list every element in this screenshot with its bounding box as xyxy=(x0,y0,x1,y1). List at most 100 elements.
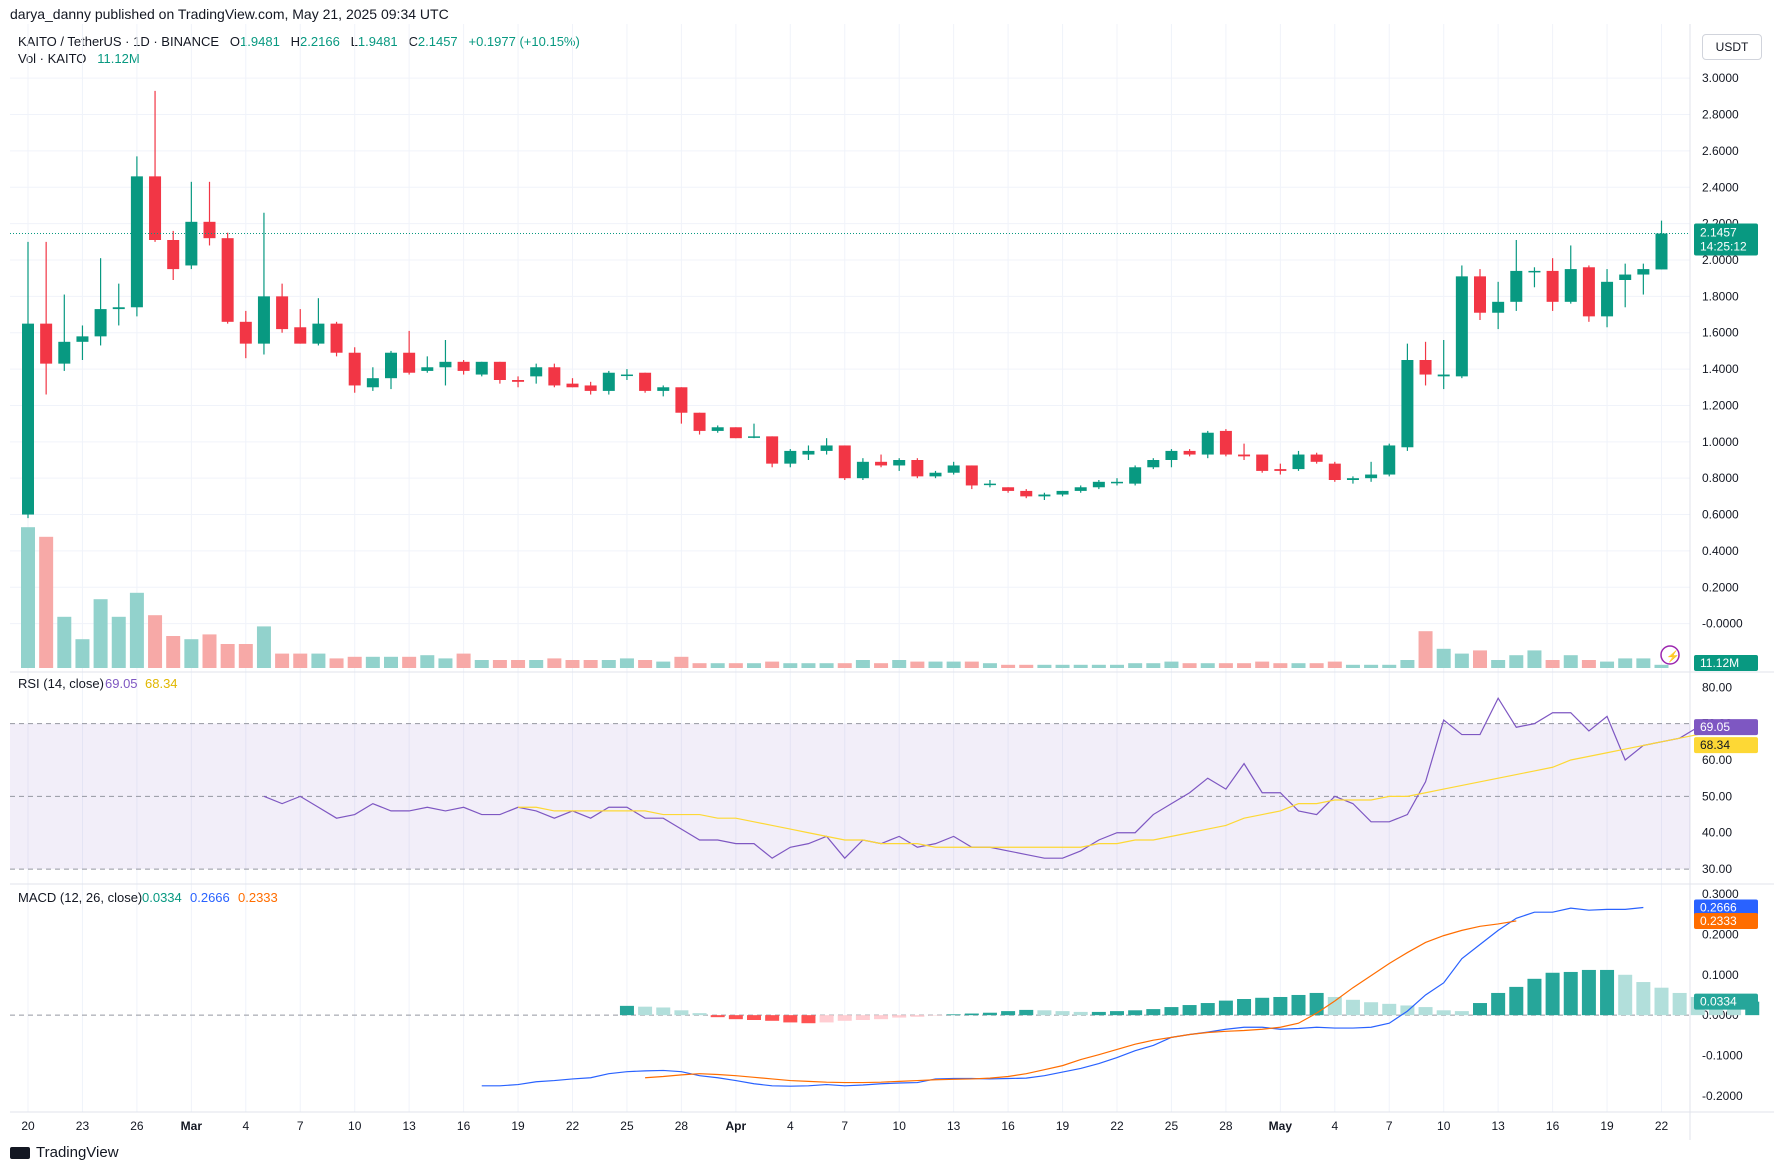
candle-body xyxy=(512,380,525,382)
rsi-axis-tick: 50.00 xyxy=(1702,789,1732,803)
candle xyxy=(1365,461,1378,482)
volume-bar xyxy=(1146,663,1161,668)
macd-histogram-bar xyxy=(1654,987,1669,1016)
volume-bar xyxy=(329,658,344,668)
macd-histogram-bar xyxy=(910,1015,925,1017)
candle-body xyxy=(1111,481,1123,484)
candle xyxy=(312,298,325,346)
time-axis-tick: 22 xyxy=(1110,1119,1124,1133)
time-axis-tick: 13 xyxy=(402,1119,416,1133)
price-axis-tick: 2.0000 xyxy=(1702,253,1739,267)
rsi-axis-tick: 40.00 xyxy=(1702,826,1732,840)
candlesticks xyxy=(22,90,1668,519)
price-axis-tick: 1.2000 xyxy=(1702,398,1739,412)
candle xyxy=(1201,430,1214,459)
candle-body xyxy=(421,367,434,371)
macd-histogram-bar xyxy=(1237,999,1252,1016)
candle xyxy=(657,385,670,397)
signal-line xyxy=(645,920,1517,1084)
time-axis-tick: 16 xyxy=(1001,1119,1015,1133)
rsi-legend-value: 69.05 xyxy=(105,676,138,691)
volume-bar xyxy=(75,639,90,668)
candle xyxy=(1238,443,1251,460)
candle-body xyxy=(1528,270,1541,273)
candle-body xyxy=(40,323,53,364)
tradingview-logo-icon xyxy=(10,1146,30,1159)
candle xyxy=(1401,343,1414,451)
macd-histogram-bar xyxy=(1509,986,1524,1016)
volume-bar xyxy=(148,615,163,668)
candle xyxy=(94,258,107,346)
macd-histogram-bar xyxy=(892,1015,907,1018)
lightning-glyph: ⚡ xyxy=(1666,650,1680,663)
macd-histogram-bar xyxy=(1345,999,1360,1016)
candle xyxy=(639,372,652,393)
candle xyxy=(257,212,270,355)
candle xyxy=(1383,443,1396,477)
candle xyxy=(856,458,869,480)
candle-body xyxy=(657,387,670,391)
candle xyxy=(875,454,888,468)
candle-body xyxy=(457,361,470,371)
price-axis-tick: 1.0000 xyxy=(1702,435,1739,449)
currency-button[interactable]: USDT xyxy=(1702,34,1762,60)
volume-bar xyxy=(129,592,144,668)
time-axis-tick: 16 xyxy=(457,1119,471,1133)
change-value: +0.1977 (+10.15%) xyxy=(468,34,580,49)
candle xyxy=(185,181,198,270)
volume-bar xyxy=(529,660,544,668)
candle-body xyxy=(475,361,488,375)
candle-body xyxy=(784,450,797,464)
volume-bar xyxy=(1255,661,1270,668)
candle xyxy=(766,436,779,468)
macd-histogram-bar xyxy=(1182,1005,1197,1016)
candle-body xyxy=(911,460,924,477)
candle-body xyxy=(1346,478,1359,480)
volume-label[interactable]: Vol · KAITO xyxy=(18,51,87,66)
macd-value-tag xyxy=(1694,899,1758,916)
candle xyxy=(911,458,924,479)
candle xyxy=(675,387,688,424)
volume-bar xyxy=(220,644,235,668)
candle-body xyxy=(203,221,216,239)
macd-histogram-bar xyxy=(1436,1010,1451,1016)
macd-histogram-bar xyxy=(874,1015,889,1020)
macd-histogram-bar xyxy=(765,1015,780,1021)
candle-body xyxy=(1328,463,1341,480)
volume-bar xyxy=(1618,658,1633,668)
volume-bar xyxy=(837,663,852,668)
candle xyxy=(203,181,216,246)
candle-body xyxy=(167,240,180,270)
time-axis-tick: 7 xyxy=(297,1119,304,1133)
candle xyxy=(40,241,53,395)
candle-body xyxy=(1165,450,1178,460)
candle-body xyxy=(112,307,125,310)
rsi-axis-tick: 80.00 xyxy=(1702,680,1732,694)
candle-body xyxy=(1419,360,1432,375)
candle xyxy=(748,423,760,439)
chart-canvas[interactable]: 3.00002.80002.60002.40002.20002.00001.80… xyxy=(0,0,1774,1140)
lightning-icon xyxy=(1660,645,1680,665)
volume-bar xyxy=(1527,650,1542,668)
candle xyxy=(1165,449,1178,468)
volume-bar xyxy=(1509,655,1524,668)
macd-histogram-bar xyxy=(855,1015,870,1020)
macd-histogram-bar xyxy=(1073,1011,1088,1016)
macd-histogram-bar xyxy=(1001,1011,1016,1016)
time-axis-tick: 4 xyxy=(242,1119,249,1133)
symbol-name[interactable]: KAITO / TetherUS · 1D · BINANCE xyxy=(18,34,220,49)
volume-bar xyxy=(946,661,961,668)
time-axis-tick: 25 xyxy=(1165,1119,1179,1133)
histogram-axis-value: 0.0334 xyxy=(1700,995,1737,1009)
volume-bar xyxy=(1473,650,1487,668)
candle-body xyxy=(929,472,942,477)
candle-body xyxy=(1292,454,1305,470)
candle xyxy=(1582,265,1595,322)
candle xyxy=(348,347,361,393)
candle-body xyxy=(875,461,888,466)
macd-histogram-bar xyxy=(1019,1009,1034,1016)
open-label: O xyxy=(229,34,241,49)
histogram-value-tag xyxy=(1694,993,1758,1010)
candle xyxy=(76,325,89,360)
candle-body xyxy=(838,445,851,479)
